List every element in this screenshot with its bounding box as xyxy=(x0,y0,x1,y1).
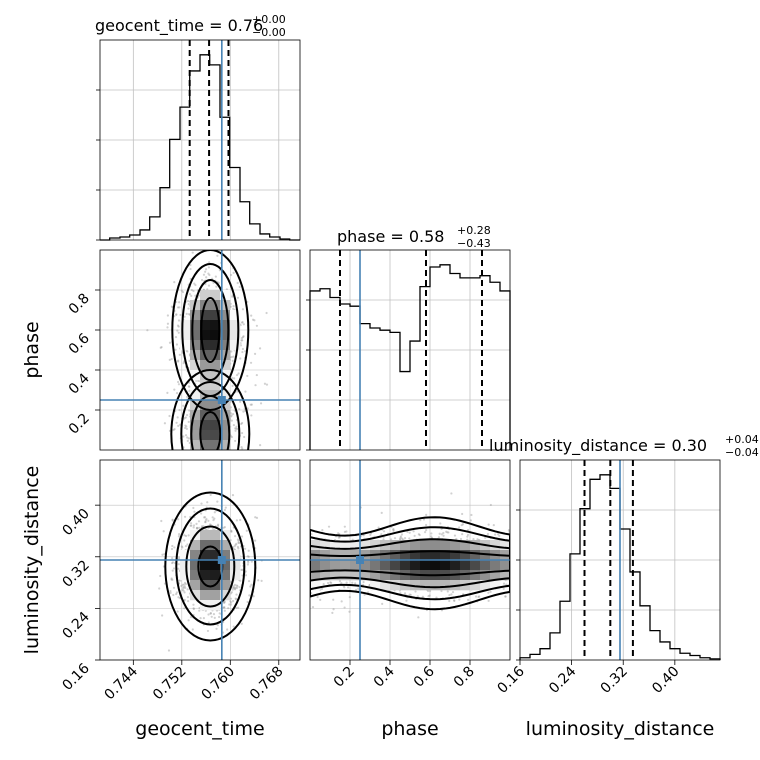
contour-2 xyxy=(310,526,510,601)
ytick-phase-0: 0.2 xyxy=(66,411,93,438)
scatter-panel-geocent-time-vs-luminosity-distance xyxy=(99,459,301,661)
xtick-luminosity-distance-0: 0.16 xyxy=(494,663,527,696)
ytick-luminosity-distance-1: 0.24 xyxy=(59,609,92,642)
xtick-geocent-time-1: 0.752 xyxy=(150,664,190,704)
contour-2 xyxy=(175,507,246,626)
hist-panel-luminosity-distance xyxy=(516,459,721,661)
xtick-phase-1: 0.4 xyxy=(371,663,398,690)
title-geocent-time: geocent_time = 0.76 xyxy=(95,16,263,36)
xtick-geocent-time-0: 0.744 xyxy=(101,663,141,703)
contour-3 xyxy=(310,516,510,611)
xtick-geocent-time-2: 0.760 xyxy=(198,664,238,704)
contour-lower-0 xyxy=(199,411,222,450)
title-luminosity-distance: luminosity_distance = 0.30 xyxy=(489,436,707,456)
panel-frame xyxy=(309,459,511,661)
scatter-panel-phase-vs-luminosity-distance xyxy=(309,459,511,661)
contour-upper-0 xyxy=(200,297,221,363)
contours xyxy=(170,250,251,450)
contour-lower-1 xyxy=(190,395,231,450)
ylabel-phase: phase xyxy=(21,321,43,378)
ylabel-luminosity-distance: luminosity_distance xyxy=(21,466,43,655)
title-phase-plus: +0.28 xyxy=(457,224,491,237)
title-phase-minus: −0.43 xyxy=(457,237,491,250)
density-cells xyxy=(310,540,510,591)
contour-0 xyxy=(310,550,510,577)
contour-lower-3 xyxy=(170,369,251,450)
hist-step-geocent-time xyxy=(100,54,300,241)
truth-marker xyxy=(356,556,364,564)
contour-1 xyxy=(310,538,510,589)
ytick-phase-3: 0.8 xyxy=(66,291,93,318)
panel-frame xyxy=(99,459,301,661)
title-luminosity-distance-minus: −0.04 xyxy=(725,446,759,459)
xtick-phase-3: 0.8 xyxy=(451,664,478,691)
ytick-luminosity-distance-2: 0.32 xyxy=(59,557,92,590)
title-geocent-time-minus: −0.00 xyxy=(252,26,286,39)
xtick-luminosity-distance-3: 0.40 xyxy=(649,664,682,697)
ytick-phase-2: 0.6 xyxy=(66,330,93,357)
hist-panel-geocent-time xyxy=(96,39,301,241)
truth-marker xyxy=(217,396,226,404)
truth-marker xyxy=(217,556,226,564)
panel-frame xyxy=(99,249,301,451)
xtick-phase-2: 0.6 xyxy=(411,663,438,690)
contour-lower-2 xyxy=(180,381,241,450)
ytick-luminosity-distance-3: 0.40 xyxy=(59,506,92,539)
xlabel-luminosity-distance: luminosity_distance xyxy=(526,718,715,740)
title-luminosity-distance-plus: +0.04 xyxy=(725,433,759,446)
contour-upper-1 xyxy=(191,279,230,381)
xlabel-geocent-time: geocent_time xyxy=(135,718,264,740)
xtick-luminosity-distance-1: 0.24 xyxy=(546,663,579,696)
contour-1 xyxy=(185,525,236,608)
xtick-geocent-time-3: 0.768 xyxy=(247,664,287,704)
xtick-luminosity-distance-2: 0.32 xyxy=(598,664,631,697)
hist-panel-phase xyxy=(306,249,511,451)
xlabel-phase: phase xyxy=(381,718,438,740)
contour-upper-3 xyxy=(171,250,250,411)
xtick-phase-0: 0.2 xyxy=(331,664,358,691)
title-geocent-time-plus: +0.00 xyxy=(252,13,286,26)
ytick-phase-1: 0.4 xyxy=(66,370,93,397)
scatter-panel-geocent-time-vs-phase xyxy=(99,249,301,451)
title-phase: phase = 0.58 xyxy=(337,227,444,246)
ytick-luminosity-distance-0: 0.16 xyxy=(59,660,92,693)
contours xyxy=(310,516,510,611)
contour-3 xyxy=(164,491,257,642)
